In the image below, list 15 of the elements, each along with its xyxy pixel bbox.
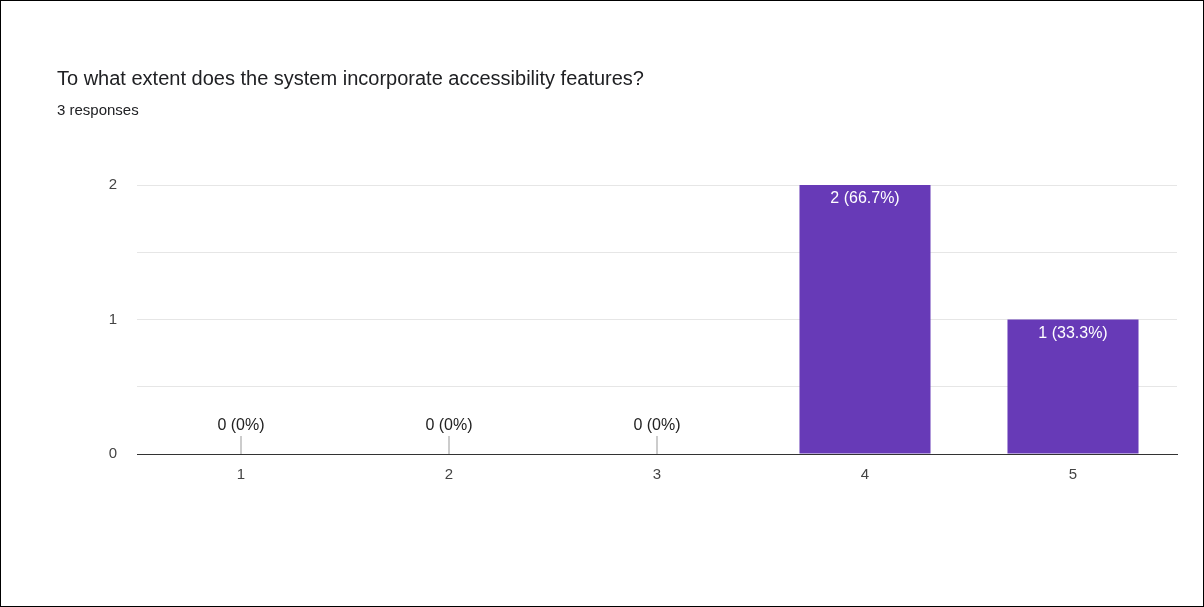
y-tick-label: 1	[108, 309, 117, 327]
x-tick-label: 3	[652, 465, 662, 483]
data-label: 2 (66.7%)	[830, 189, 900, 207]
x-tick-label: 2	[444, 465, 454, 483]
chart-subtitle: 3 responses	[57, 101, 139, 118]
y-tick-label: 2	[108, 175, 117, 193]
x-tick-label: 1	[236, 465, 246, 483]
data-label: 0 (0%)	[425, 416, 473, 434]
x-tick-label: 4	[860, 465, 870, 483]
data-label: 1 (33.3%)	[1038, 323, 1108, 341]
x-tick-label: 5	[1068, 465, 1078, 483]
y-tick-label: 0	[108, 444, 117, 462]
chart-title: To what extent does the system incorporate accessibility features?	[57, 67, 644, 90]
data-label: 0 (0%)	[217, 416, 265, 434]
data-label: 0 (0%)	[633, 416, 681, 434]
